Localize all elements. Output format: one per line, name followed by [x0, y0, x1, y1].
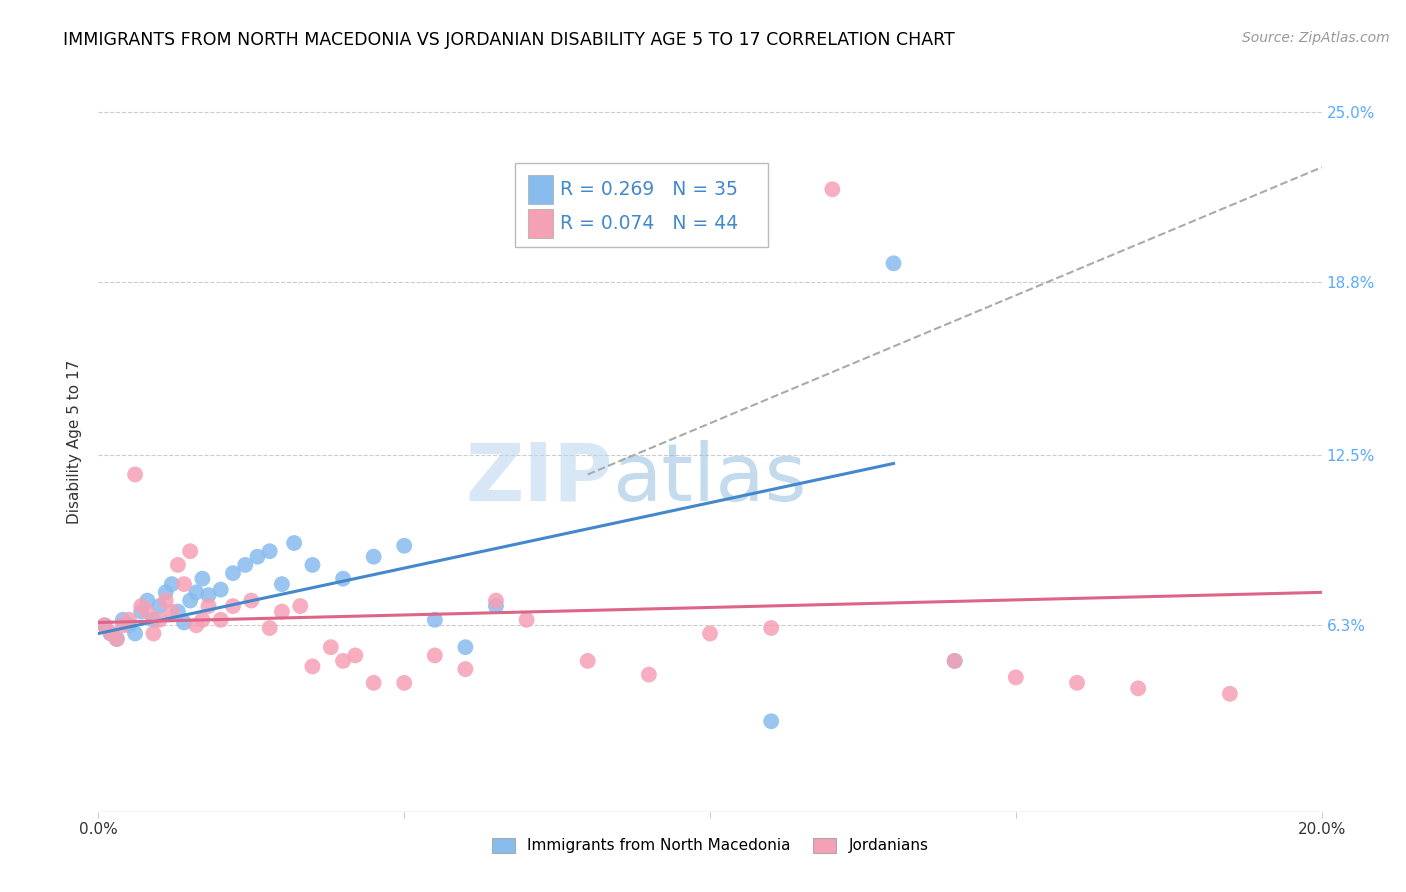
Point: [167, 605, 190, 619]
Point: [173, 615, 195, 630]
Point: [191, 572, 214, 586]
Point: [270, 605, 292, 619]
Point: [270, 577, 292, 591]
Point: [129, 599, 152, 613]
Point: [173, 577, 195, 591]
Point: [93, 618, 115, 632]
Point: [699, 626, 721, 640]
Point: [392, 539, 416, 553]
Point: [155, 593, 177, 607]
Point: [136, 605, 159, 619]
Point: [363, 549, 385, 564]
Text: Source: ZipAtlas.com: Source: ZipAtlas.com: [1241, 31, 1389, 45]
Point: [167, 558, 190, 572]
Point: [222, 599, 245, 613]
Point: [1066, 676, 1088, 690]
Point: [118, 618, 141, 632]
Point: [155, 585, 177, 599]
Point: [124, 626, 146, 640]
Point: [821, 182, 844, 196]
Point: [105, 632, 128, 646]
Point: [259, 544, 281, 558]
Point: [576, 654, 599, 668]
Point: [454, 662, 477, 676]
Point: [209, 582, 232, 597]
Point: [149, 613, 172, 627]
Point: [105, 632, 128, 646]
Point: [423, 613, 446, 627]
Text: R = 0.074   N = 44: R = 0.074 N = 44: [561, 214, 738, 234]
Point: [943, 654, 966, 668]
Point: [233, 558, 256, 572]
Point: [363, 676, 385, 690]
Point: [142, 613, 165, 627]
Legend: Immigrants from North Macedonia, Jordanians: Immigrants from North Macedonia, Jordani…: [485, 831, 935, 860]
Point: [222, 566, 245, 581]
Point: [136, 593, 159, 607]
Point: [197, 588, 219, 602]
Point: [160, 577, 183, 591]
Point: [454, 640, 477, 655]
Point: [516, 613, 538, 627]
Text: ZIP: ZIP: [465, 440, 612, 517]
Point: [179, 593, 201, 607]
Text: atlas: atlas: [612, 440, 807, 517]
Point: [883, 256, 905, 270]
Point: [197, 599, 219, 613]
Y-axis label: Disability Age 5 to 17: Disability Age 5 to 17: [67, 359, 83, 524]
Point: [319, 640, 342, 655]
Point: [301, 558, 323, 572]
Point: [637, 667, 661, 681]
Point: [1004, 670, 1026, 684]
Point: [100, 626, 122, 640]
Point: [485, 599, 508, 613]
Point: [301, 659, 323, 673]
Point: [759, 621, 782, 635]
Point: [209, 613, 232, 627]
Point: [179, 544, 201, 558]
Point: [392, 676, 416, 690]
Point: [332, 654, 354, 668]
Text: R = 0.269   N = 35: R = 0.269 N = 35: [561, 180, 738, 199]
Point: [186, 618, 208, 632]
Point: [485, 593, 508, 607]
Point: [149, 599, 172, 613]
Point: [1219, 687, 1241, 701]
Point: [943, 654, 966, 668]
Point: [111, 613, 134, 627]
Point: [259, 621, 281, 635]
Point: [1128, 681, 1150, 696]
Point: [124, 467, 146, 482]
Point: [100, 626, 122, 640]
Point: [332, 572, 354, 586]
Point: [240, 593, 263, 607]
Point: [290, 599, 312, 613]
Point: [186, 585, 208, 599]
Point: [283, 536, 305, 550]
Point: [111, 618, 134, 632]
Point: [129, 605, 152, 619]
Point: [423, 648, 446, 663]
Point: [93, 618, 115, 632]
Point: [118, 613, 141, 627]
Point: [759, 714, 782, 729]
Point: [142, 626, 165, 640]
Point: [246, 549, 269, 564]
Point: [160, 605, 183, 619]
Point: [191, 613, 214, 627]
Text: IMMIGRANTS FROM NORTH MACEDONIA VS JORDANIAN DISABILITY AGE 5 TO 17 CORRELATION : IMMIGRANTS FROM NORTH MACEDONIA VS JORDA…: [63, 31, 955, 49]
Point: [344, 648, 367, 663]
